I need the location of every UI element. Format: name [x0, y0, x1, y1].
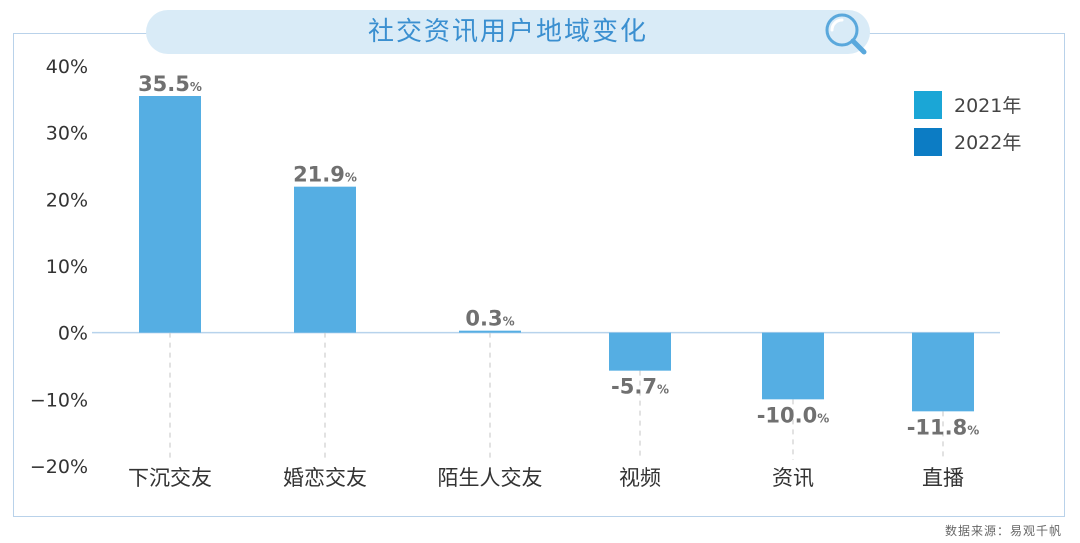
bar-value-label: -11.8%: [907, 415, 980, 439]
bar: [762, 332, 824, 400]
y-tick-label: −20%: [30, 456, 88, 478]
legend: 2021年 2022年: [914, 86, 1021, 160]
category-label: 资讯: [772, 466, 814, 490]
y-tick-label: 0%: [58, 323, 88, 345]
y-tick-label: 30%: [46, 123, 88, 145]
title-banner: [146, 10, 870, 54]
bar: [912, 332, 974, 412]
category-label: 直播: [922, 466, 964, 490]
bar: [139, 96, 201, 333]
magnifier-icon: [825, 13, 867, 55]
y-tick-label: 40%: [46, 56, 88, 78]
legend-item-2022: 2022年: [914, 123, 1021, 160]
legend-swatch-2022: [914, 127, 942, 156]
y-tick-label: −10%: [30, 389, 88, 411]
legend-swatch-2021: [914, 90, 942, 119]
bar: [294, 186, 356, 333]
bar: [459, 330, 521, 333]
category-label: 陌生人交友: [438, 466, 543, 490]
category-label: 视频: [619, 466, 661, 490]
category-label: 下沉交友: [128, 466, 212, 490]
bar-value-label: 21.9%: [293, 163, 357, 187]
y-tick-label: 20%: [46, 189, 88, 211]
y-tick-label: 10%: [46, 256, 88, 278]
legend-item-2021: 2021年: [914, 86, 1021, 123]
category-label: 婚恋交友: [283, 466, 367, 490]
bar-value-label: -10.0%: [757, 403, 830, 427]
bar: [609, 332, 671, 371]
legend-label-2021: 2021年: [954, 95, 1022, 117]
bar-value-label: -5.7%: [611, 375, 669, 399]
chart-title: 社交资讯用户地域变化: [367, 17, 648, 47]
bar-value-label: 35.5%: [138, 72, 202, 96]
data-source: 数据来源：易观千帆: [944, 524, 1062, 538]
bar-value-label: 0.3%: [465, 307, 514, 331]
legend-label-2022: 2022年: [954, 132, 1022, 154]
